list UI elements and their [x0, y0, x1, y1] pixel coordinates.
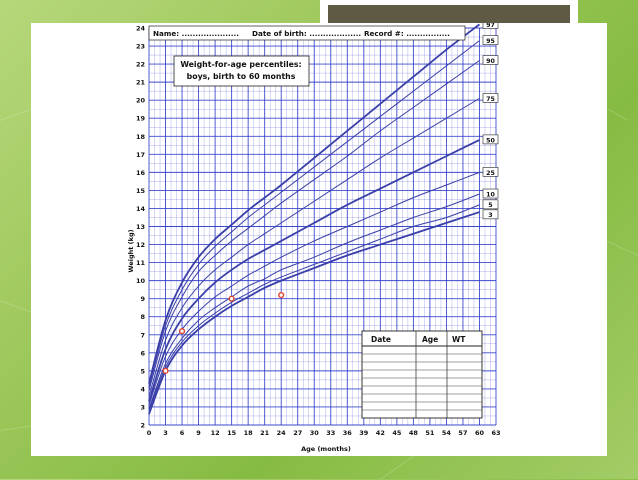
y-tick-label: 20 [136, 97, 146, 105]
x-tick-label: 36 [343, 429, 353, 437]
measurement-markers [162, 291, 285, 374]
measurement-point [278, 291, 285, 299]
x-tick-label: 15 [227, 429, 237, 437]
y-tick-label: 5 [140, 367, 145, 375]
percentile-label-box [482, 134, 499, 145]
y-tick-label: 24 [136, 25, 146, 33]
percentile-label-3: 3 [488, 212, 492, 219]
x-tick-label: 12 [211, 429, 220, 437]
percentile-curve-25 [148, 171, 480, 406]
x-tick-label: 24 [277, 429, 287, 437]
percentile-curve-97 [148, 23, 481, 384]
x-tick-labels: 0 3 6 9 12 15 18 21 24 27 30 33 36 39 42 45 48 51 54 57 60 63 [147, 429, 501, 437]
measurement-point [178, 328, 186, 335]
percentile-label-box [482, 23, 499, 29]
percentile-curve-50 [148, 139, 480, 402]
percentile-curve-3 [148, 211, 480, 415]
x-tick-label: 0 [147, 429, 152, 437]
percentile-label-box [482, 35, 499, 45]
percentile-label-50: 50 [486, 137, 495, 144]
x-tick-label: 51 [425, 429, 435, 437]
y-tick-label: 9 [140, 295, 145, 303]
percentile-label-box [482, 209, 499, 220]
chart-title: Weight-for-age percentiles: [180, 60, 301, 69]
x-tick-label: 21 [260, 429, 270, 437]
grid [148, 27, 497, 426]
y-tick-label: 6 [140, 349, 145, 357]
percentile-label-75: 75 [486, 96, 495, 103]
chart-slide: 97 95 90 75 50 25 10 5 3 2 3 4 5 6 7 8 9 10 11 12 13 14 15 16 1… [31, 23, 607, 456]
percentile-label-10: 10 [486, 191, 495, 198]
x-tick-label: 42 [376, 429, 385, 437]
y-tick-label: 3 [140, 403, 145, 411]
percentile-curve-5 [148, 204, 480, 411]
percentile-curve-95 [148, 40, 480, 388]
y-tick-label: 10 [136, 277, 146, 285]
title-box [173, 55, 310, 87]
percentile-label-95: 95 [486, 38, 495, 45]
percentile-label-5: 5 [488, 202, 492, 209]
percentile-label-box [482, 93, 499, 103]
percentile-curves [148, 23, 481, 415]
x-axis-label: Age (months) [301, 445, 351, 453]
header-dob: Date of birth: ................... [252, 29, 361, 38]
y-tick-label: 8 [140, 313, 145, 321]
percentile-label-97: 97 [486, 23, 495, 29]
y-axis-label: Weight (kg) [127, 229, 135, 272]
header-record: Record #: ................ [364, 29, 450, 38]
y-tick-label: 23 [136, 43, 145, 51]
y-tick-label: 13 [136, 223, 145, 231]
x-tick-label: 6 [180, 429, 185, 437]
x-tick-label: 57 [458, 429, 467, 437]
y-tick-label: 21 [136, 79, 146, 87]
y-tick-label: 16 [136, 169, 146, 177]
x-tick-label: 45 [392, 429, 402, 437]
y-tick-label: 2 [140, 422, 145, 430]
record-table: Date Age WT [361, 330, 483, 419]
percentile-label-25: 25 [486, 170, 495, 177]
percentile-curve-90 [148, 60, 480, 391]
x-tick-label: 9 [196, 429, 201, 437]
record-col-age: Age [422, 335, 438, 344]
measurement-point [162, 367, 169, 374]
percentile-labels: 97 95 90 75 50 25 10 5 3 [482, 23, 499, 220]
measurement-point [228, 295, 235, 302]
y-tick-label: 19 [136, 115, 146, 123]
x-tick-label: 33 [326, 429, 335, 437]
x-tick-label: 3 [163, 429, 168, 437]
percentile-curve-10 [148, 193, 480, 409]
header-strip [148, 25, 466, 41]
y-tick-label: 18 [136, 133, 146, 141]
y-tick-label: 14 [136, 205, 146, 213]
record-col-wt: WT [452, 335, 466, 344]
x-tick-label: 30 [310, 429, 320, 437]
x-tick-label: 18 [244, 429, 254, 437]
y-tick-label: 22 [136, 61, 145, 69]
x-tick-label: 63 [491, 429, 500, 437]
percentile-label-box [482, 188, 499, 199]
x-tick-label: 60 [475, 429, 485, 437]
y-tick-label: 12 [136, 241, 145, 249]
percentile-label-box [482, 199, 499, 210]
percentile-label-box [482, 55, 499, 65]
percentile-label-box [482, 167, 499, 177]
y-tick-label: 7 [140, 331, 145, 339]
percentile-label-90: 90 [486, 58, 495, 65]
x-tick-label: 39 [359, 429, 369, 437]
record-table-frame [361, 330, 483, 419]
percentile-curve-75 [148, 97, 480, 397]
y-tick-label: 11 [136, 259, 146, 267]
y-tick-label: 4 [140, 385, 145, 393]
y-tick-label: 15 [136, 187, 146, 195]
header-name: Name: ..................... [153, 29, 239, 38]
x-tick-label: 27 [293, 429, 302, 437]
x-tick-label: 48 [409, 429, 419, 437]
y-tick-label: 17 [136, 151, 145, 159]
chart-subtitle: boys, birth to 60 months [187, 72, 296, 81]
record-col-date: Date [371, 335, 391, 344]
x-tick-label: 54 [442, 429, 452, 437]
